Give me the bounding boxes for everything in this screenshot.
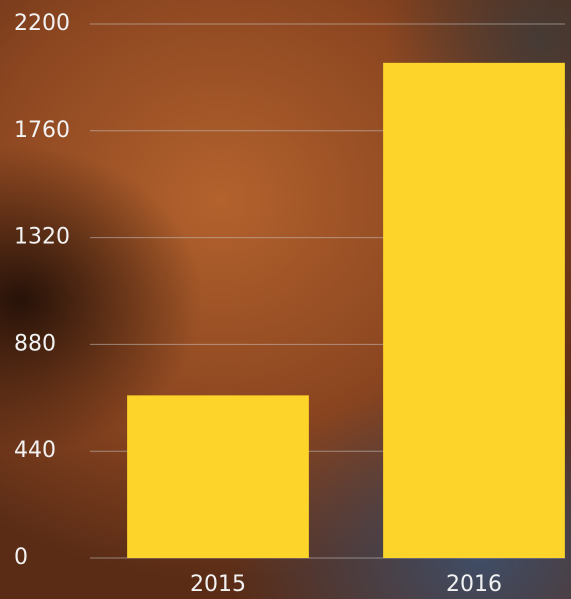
x-tick-label: 2016	[446, 572, 502, 597]
y-tick-label: 0	[14, 545, 28, 570]
y-tick-label: 1760	[14, 118, 70, 143]
chart: 0 440 880 1320 1760 2200 2015 2016	[0, 0, 571, 599]
y-tick-label: 440	[14, 438, 56, 463]
bar	[127, 395, 309, 558]
y-tick-label: 2200	[14, 11, 70, 36]
y-tick-label: 1320	[14, 225, 70, 250]
x-tick-label: 2015	[190, 572, 246, 597]
y-tick-label: 880	[14, 331, 56, 356]
bar	[383, 63, 565, 558]
chart-background: 0 440 880 1320 1760 2200 2015 2016	[0, 0, 571, 599]
